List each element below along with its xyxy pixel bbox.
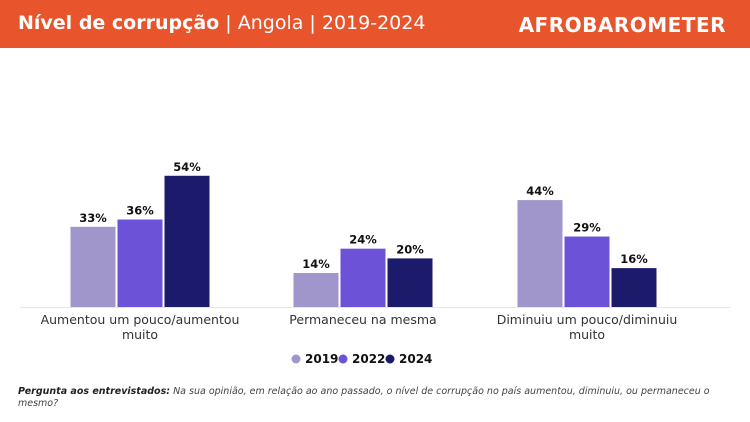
legend-label-2022: 2022 (352, 352, 385, 366)
bar-chart: 33%36%54%Aumentou um pouco/aumentoumuito… (20, 160, 730, 366)
footnote: Pergunta aos entrevistados: Na sua opini… (18, 386, 728, 410)
bar-2024-2 (611, 268, 657, 307)
category-label: muito (122, 327, 158, 342)
category-label: Aumentou um pouco/aumentou (41, 312, 240, 327)
header-banner: Nível de corrupção | Angola | 2019-2024 … (0, 0, 750, 48)
bar-2024-0 (164, 175, 210, 307)
legend-label-2019: 2019 (305, 352, 338, 366)
title-bold: Nível de corrupção (18, 12, 220, 34)
data-label: 24% (349, 233, 377, 247)
data-label: 33% (79, 211, 107, 225)
data-label: 54% (173, 160, 201, 174)
bar-2019-2 (517, 200, 563, 307)
data-label: 36% (126, 204, 154, 218)
footnote-label: Pergunta aos entrevistados: (18, 386, 171, 397)
category-label: Diminuiu um pouco/diminuiu (497, 312, 678, 327)
data-label: 16% (620, 252, 648, 266)
legend-marker-2024 (385, 354, 395, 364)
afrobarometer-logo: AFROBAROMETER (518, 13, 726, 37)
legend-label-2024: 2024 (399, 352, 432, 366)
bar-2019-0 (70, 226, 116, 307)
title-rest: | Angola | 2019-2024 (219, 12, 426, 34)
bar-2019-1 (293, 272, 339, 307)
bar-2022-0 (117, 219, 163, 307)
legend-marker-2022 (338, 354, 348, 364)
data-label: 20% (396, 242, 424, 256)
category-label: muito (569, 327, 605, 342)
data-label: 14% (302, 257, 330, 271)
footnote-text: Na sua opinião, em relação ao ano passad… (18, 386, 710, 409)
bar-2022-1 (340, 248, 386, 307)
category-label: Permaneceu na mesma (289, 312, 436, 327)
bar-2022-2 (564, 236, 610, 307)
data-label: 44% (526, 184, 554, 198)
legend-marker-2019 (291, 354, 301, 364)
chart-title: Nível de corrupção | Angola | 2019-2024 (18, 12, 425, 34)
data-label: 29% (573, 221, 601, 235)
bar-2024-1 (387, 258, 433, 307)
